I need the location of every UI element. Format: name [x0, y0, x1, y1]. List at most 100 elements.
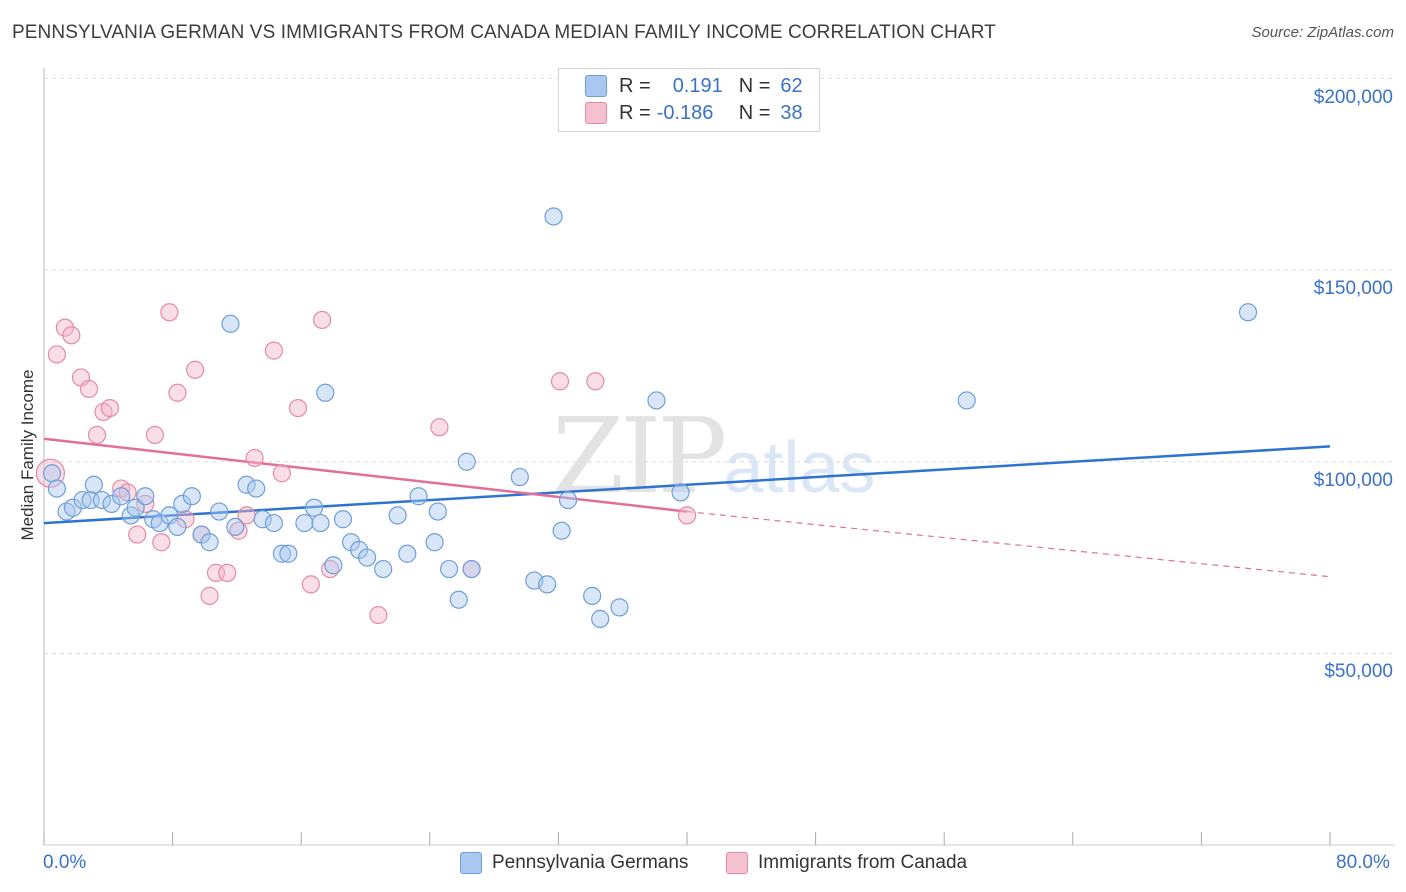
data-point-immigrants-from-canada[interactable]: [145, 425, 165, 445]
data-point-pennsylvania-germans[interactable]: [462, 559, 481, 579]
data-point-pennsylvania-germans[interactable]: [210, 502, 229, 521]
legend-item-pennsylvania-germans[interactable]: Pennsylvania Germans: [460, 852, 688, 874]
data-point-immigrants-from-canada[interactable]: [136, 494, 155, 514]
data-point-pennsylvania-germans[interactable]: [221, 314, 240, 333]
data-point-pennsylvania-germans[interactable]: [136, 487, 155, 506]
data-point-immigrants-from-canada[interactable]: [677, 506, 697, 525]
data-point-pennsylvania-germans[interactable]: [409, 487, 428, 506]
y-axis-label: Median Family Income: [18, 369, 37, 541]
legend-r-label: R =: [619, 74, 651, 97]
data-point-immigrants-from-canada[interactable]: [550, 372, 570, 391]
y-tick-label: $150,000: [1313, 278, 1393, 300]
data-point-pennsylvania-germans[interactable]: [647, 391, 666, 410]
source-label: Source: ZipAtlas.com: [1251, 24, 1394, 41]
data-point-pennsylvania-germans[interactable]: [63, 498, 83, 517]
data-point-pennsylvania-germans[interactable]: [226, 517, 245, 537]
data-point-immigrants-from-canada[interactable]: [245, 448, 264, 468]
y-tick-label: $50,000: [1324, 661, 1393, 683]
data-point-pennsylvania-germans[interactable]: [398, 544, 417, 563]
data-point-pennsylvania-germans[interactable]: [279, 544, 298, 563]
data-point-pennsylvania-germans[interactable]: [591, 609, 610, 628]
data-point-immigrants-from-canada[interactable]: [152, 533, 171, 552]
watermark-zip: ZIP: [552, 395, 727, 517]
data-point-pennsylvania-germans[interactable]: [47, 479, 66, 498]
data-point-pennsylvania-germans[interactable]: [510, 467, 529, 487]
data-point-pennsylvania-germans[interactable]: [247, 479, 266, 498]
data-point-pennsylvania-germans[interactable]: [304, 498, 324, 517]
legend-label: Pennsylvania Germans: [492, 852, 689, 873]
data-point-pennsylvania-germans[interactable]: [1238, 303, 1258, 322]
data-point-immigrants-from-canada[interactable]: [128, 525, 147, 544]
data-point-immigrants-from-canada[interactable]: [264, 341, 283, 360]
data-point-pennsylvania-germans[interactable]: [333, 510, 353, 529]
data-point-pennsylvania-germans[interactable]: [671, 483, 690, 502]
trend-line-immigrants-from-canada-extrapolated: [686, 510, 1331, 578]
data-point-immigrants-from-canada[interactable]: [272, 464, 292, 483]
data-point-immigrants-from-canada[interactable]: [430, 418, 449, 437]
data-point-pennsylvania-germans[interactable]: [374, 559, 393, 579]
data-point-immigrants-from-canada[interactable]: [288, 398, 308, 418]
data-point-pennsylvania-germans[interactable]: [200, 533, 219, 552]
data-point-pennsylvania-germans[interactable]: [583, 586, 602, 605]
x-tick-label-max: 80.0%: [1336, 852, 1390, 873]
series-legend: Pennsylvania Germans Immigrants from Can…: [0, 852, 1406, 876]
data-point-immigrants-from-canada[interactable]: [586, 372, 605, 391]
data-point-pennsylvania-germans[interactable]: [439, 559, 459, 579]
data-point-pennsylvania-germans[interactable]: [182, 487, 201, 506]
data-point-immigrants-from-canada[interactable]: [312, 310, 332, 330]
data-point-pennsylvania-germans[interactable]: [957, 391, 976, 410]
data-point-pennsylvania-germans[interactable]: [324, 556, 343, 575]
data-point-pennsylvania-germans[interactable]: [264, 513, 283, 533]
data-point-pennsylvania-germans[interactable]: [237, 475, 256, 494]
data-point-pennsylvania-germans[interactable]: [102, 494, 121, 514]
data-point-pennsylvania-germans[interactable]: [428, 502, 447, 521]
data-point-pennsylvania-germans[interactable]: [253, 510, 272, 529]
data-point-pennsylvania-germans[interactable]: [449, 590, 468, 609]
axes: [43, 68, 1395, 846]
data-point-immigrants-from-canada[interactable]: [100, 398, 120, 418]
data-point-pennsylvania-germans[interactable]: [610, 598, 629, 617]
data-point-pennsylvania-germans[interactable]: [425, 533, 444, 552]
series-immigrants-from-canada: [35, 303, 697, 625]
data-point-immigrants-from-canada[interactable]: [301, 575, 320, 594]
data-point-pennsylvania-germans[interactable]: [316, 383, 335, 402]
data-point-pennsylvania-germans[interactable]: [112, 487, 131, 506]
legend-r-value: 0.191: [672, 74, 723, 97]
data-point-immigrants-from-canada[interactable]: [79, 379, 99, 399]
data-point-immigrants-from-canada[interactable]: [87, 425, 107, 445]
legend-label: Immigrants from Canada: [758, 852, 968, 873]
data-point-pennsylvania-germans[interactable]: [295, 513, 314, 533]
data-point-pennsylvania-germans[interactable]: [552, 521, 571, 540]
legend-row-pink: R = -0.186 N = 38: [585, 100, 803, 126]
data-point-immigrants-from-canada[interactable]: [186, 360, 205, 379]
data-point-immigrants-from-canada[interactable]: [168, 383, 187, 402]
data-point-pennsylvania-germans[interactable]: [150, 513, 169, 533]
data-point-pennsylvania-germans[interactable]: [544, 207, 563, 226]
watermark: ZIPatlas: [552, 395, 875, 517]
data-point-pennsylvania-germans[interactable]: [558, 490, 578, 510]
data-point-pennsylvania-germans[interactable]: [272, 544, 292, 563]
data-point-pennsylvania-germans[interactable]: [84, 475, 103, 494]
data-point-pennsylvania-germans[interactable]: [388, 506, 407, 525]
data-point-immigrants-from-canada[interactable]: [160, 303, 179, 322]
data-point-immigrants-from-canada[interactable]: [200, 586, 219, 605]
data-point-immigrants-from-canada[interactable]: [47, 345, 66, 364]
trend-line-immigrants-from-canada: [43, 437, 688, 513]
legend-n-value: 62: [780, 74, 803, 97]
data-point-pennsylvania-germans[interactable]: [358, 548, 377, 567]
legend-swatch-blue: [585, 75, 607, 97]
data-point-immigrants-from-canada[interactable]: [62, 326, 81, 345]
data-point-pennsylvania-germans[interactable]: [92, 490, 111, 510]
data-point-immigrants-from-canada[interactable]: [369, 605, 388, 625]
trend-lines: [43, 437, 1331, 578]
data-point-pennsylvania-germans[interactable]: [457, 452, 476, 471]
data-point-pennsylvania-germans[interactable]: [42, 464, 62, 483]
legend-item-immigrants-from-canada[interactable]: Immigrants from Canada: [726, 852, 967, 874]
data-point-pennsylvania-germans[interactable]: [168, 517, 187, 537]
data-point-pennsylvania-germans[interactable]: [311, 513, 330, 533]
correlation-legend: R = 0.191 N = 62 R = -0.186 N = 38: [558, 68, 820, 132]
data-point-pennsylvania-germans[interactable]: [538, 575, 557, 594]
data-point-immigrants-from-canada[interactable]: [218, 563, 237, 582]
data-point-pennsylvania-germans[interactable]: [173, 494, 192, 514]
